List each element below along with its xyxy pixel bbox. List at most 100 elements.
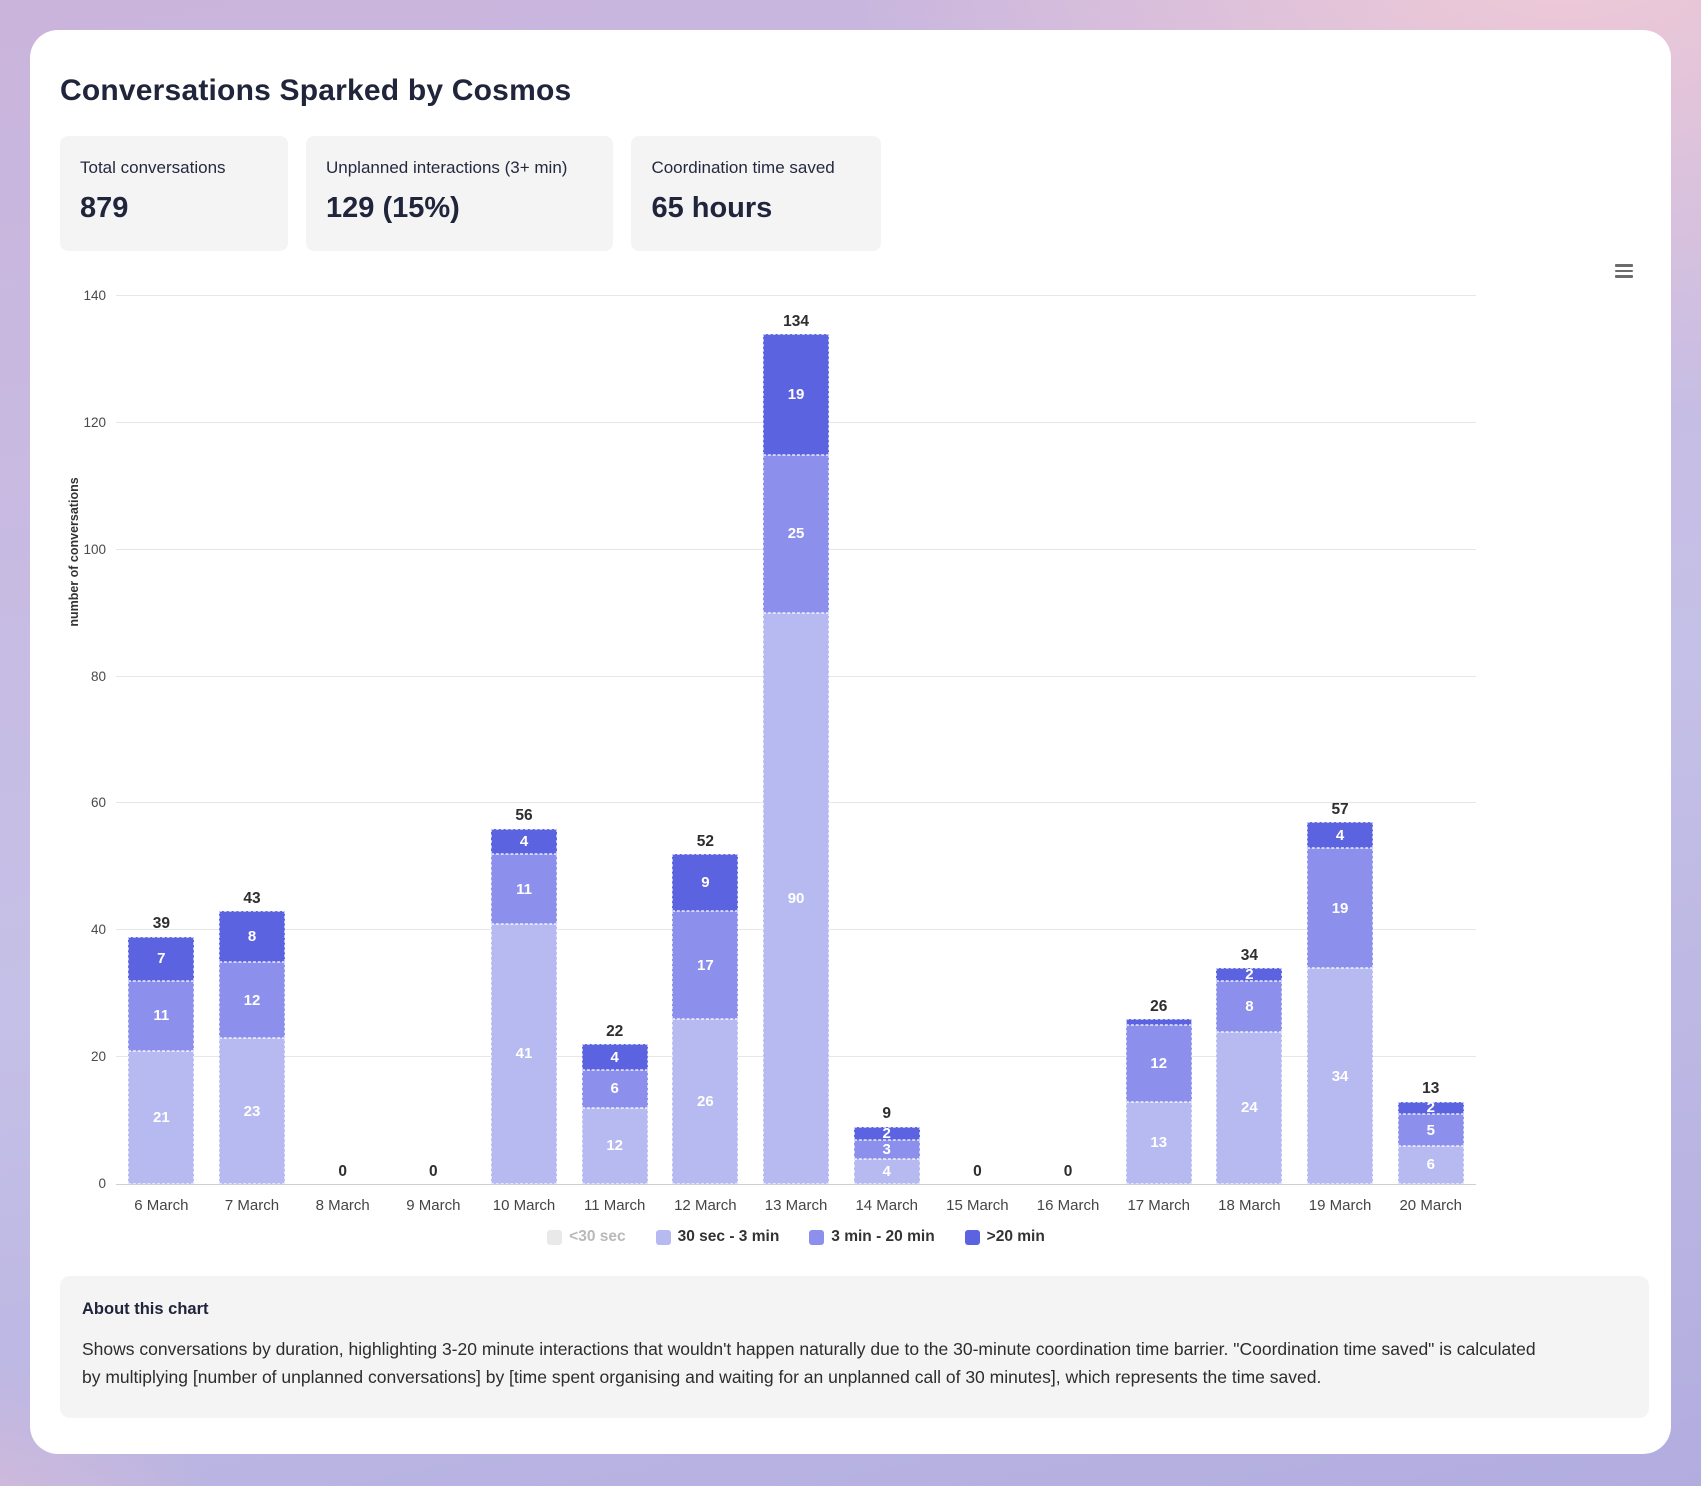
bar-total-label: 134	[783, 312, 809, 330]
page-title: Conversations Sparked by Cosmos	[60, 74, 572, 107]
y-tick-label: 60	[90, 795, 106, 811]
x-axis-label: 14 March	[855, 1197, 918, 1214]
stat-card-total-conversations: Total conversations 879	[60, 136, 288, 251]
segment-value-label: 23	[243, 1102, 261, 1120]
segment-value-label: 11	[516, 880, 532, 898]
segment-value-label: 17	[697, 956, 714, 974]
stat-label: Unplanned interactions (3+ min)	[326, 158, 568, 177]
legend-item-3-min-20-min[interactable]: 3 min - 20 min	[809, 1228, 935, 1246]
legend-label: >20 min	[986, 1228, 1045, 1245]
legend-item-30-sec-3-min[interactable]: 30 sec - 3 min	[655, 1228, 780, 1246]
bar-total-label: 0	[973, 1162, 982, 1180]
legend-label: 3 min - 20 min	[831, 1228, 935, 1245]
bar-segment: 19	[1307, 847, 1374, 969]
segment-value-label: 11	[153, 1007, 170, 1025]
legend-item--20-min[interactable]: >20 min	[964, 1228, 1045, 1246]
bar-slot-19-march: 57 4 19 34	[1295, 297, 1386, 1184]
x-axis-label: 16 March	[1036, 1197, 1100, 1214]
segment-value-label: 6	[610, 1080, 619, 1098]
bar-slot-10-march: 56 4 11 41	[479, 297, 570, 1184]
x-axis-label: 12 March	[674, 1197, 737, 1214]
segment-value-label: 4	[1335, 826, 1345, 844]
legend-swatch	[547, 1229, 563, 1245]
segment-value-label: 12	[1150, 1054, 1168, 1072]
segment-value-label: 2	[882, 1124, 891, 1142]
stat-value: 879	[80, 192, 129, 224]
bar-segment: 17	[672, 911, 739, 1020]
bar-stack: 4 11 41	[491, 828, 558, 1184]
bar-segment: 9	[672, 854, 739, 912]
segment-value-label: 5	[1426, 1121, 1435, 1139]
segment-value-label: 6	[1426, 1156, 1435, 1174]
bar-segment: 6	[581, 1069, 648, 1108]
bar-segment: 19	[763, 334, 830, 455]
segment-value-label: 4	[610, 1048, 619, 1066]
hamburger-bar	[1615, 264, 1633, 267]
stat-label: Total conversations	[80, 158, 226, 177]
bar-segment: 4	[853, 1158, 920, 1184]
bar-segment: 5	[1397, 1114, 1464, 1146]
segment-value-label: 2	[1426, 1099, 1435, 1117]
y-tick-label: 140	[83, 288, 106, 303]
segment-value-label: 34	[1331, 1067, 1349, 1085]
dashboard-card: Conversations Sparked by Cosmos Total co…	[30, 30, 1671, 1454]
about-body: Shows conversations by duration, highlig…	[82, 1339, 1536, 1388]
bar-slot-13-march: 134 19 25 90	[751, 297, 842, 1184]
bars-layer: 39 7 11 21 43 8 12 23 0 0 56 4 11 41 22 4 6 12 52 9 17 26 134 1…	[116, 297, 1476, 1184]
segment-value-label: 8	[1245, 997, 1254, 1015]
segment-value-label: 4	[519, 833, 529, 850]
bar-stack: 2 5 6	[1397, 1099, 1464, 1184]
legend-label: 30 sec - 3 min	[677, 1228, 780, 1245]
bar-slot-20-march: 13 2 5 6	[1385, 297, 1476, 1184]
bar-stack: 19 25 90	[763, 334, 830, 1184]
segment-value-label: 12	[243, 991, 261, 1009]
gridline-140: 140	[83, 288, 1476, 303]
bar-slot-8-march: 0	[297, 297, 388, 1184]
stacked-bar-chart: number of conversations 0 20 40 60 80 100 120 1…	[60, 264, 1649, 1246]
segment-value-label: 19	[1331, 899, 1349, 917]
x-axis-labels: 6 March 7 March 8 March 9 March 10 March 11 M…	[116, 1185, 1476, 1214]
bar-segment: 34	[1307, 968, 1374, 1184]
segment-value-label: 4	[882, 1162, 891, 1180]
y-tick-label: 120	[83, 414, 106, 430]
hamburger-bar	[1615, 269, 1633, 272]
bar-segment: 21	[128, 1050, 195, 1184]
legend-swatch	[809, 1229, 825, 1245]
stat-label: Coordination time saved	[651, 158, 835, 177]
bar-segment: 2	[853, 1124, 920, 1142]
plot-area: number of conversations 0 20 40 60 80 100 120 1…	[67, 288, 1476, 1191]
bar-slot-9-march: 0	[388, 297, 479, 1184]
bar-segment: 11	[128, 981, 195, 1051]
segment-value-label: 41	[515, 1045, 533, 1063]
segment-value-label: 19	[787, 385, 805, 403]
bar-slot-15-march: 0	[932, 297, 1023, 1184]
y-tick-label: 0	[98, 1176, 106, 1191]
bar-stack: 12 13	[1125, 1019, 1192, 1184]
x-axis-label: 8 March	[315, 1197, 370, 1214]
legend-item--30-sec[interactable]: <30 sec	[547, 1228, 626, 1246]
bar-segment: 13	[1125, 1101, 1192, 1184]
y-tick-label: 20	[90, 1049, 106, 1065]
x-axis-label: 7 March	[224, 1197, 280, 1214]
stat-value: 65 hours	[651, 192, 773, 224]
x-axis-label: 11 March	[583, 1197, 646, 1214]
bar-slot-11-march: 22 4 6 12	[569, 297, 660, 1184]
bar-total-label: 34	[1240, 946, 1259, 964]
hamburger-bar	[1615, 275, 1633, 278]
bar-segment: 25	[763, 454, 830, 614]
bar-total-label: 0	[1063, 1162, 1073, 1180]
bar-segment: 4	[1307, 822, 1374, 848]
bar-segment: 90	[763, 613, 830, 1184]
bar-total-label: 57	[1331, 800, 1349, 818]
x-axis-label: 15 March	[946, 1197, 1009, 1214]
segment-value-label: 12	[606, 1137, 624, 1155]
x-axis-label: 18 March	[1218, 1197, 1281, 1214]
bar-segment: 2	[1216, 967, 1283, 982]
bar-segment: 24	[1216, 1031, 1283, 1184]
bar-segment: 11	[491, 854, 558, 924]
stat-card-coordination-time-saved: Coordination time saved 65 hours	[631, 136, 881, 251]
hamburger-menu-icon[interactable]	[1613, 259, 1635, 283]
segment-value-label: 26	[697, 1093, 714, 1111]
bar-segment: 4	[581, 1044, 648, 1070]
